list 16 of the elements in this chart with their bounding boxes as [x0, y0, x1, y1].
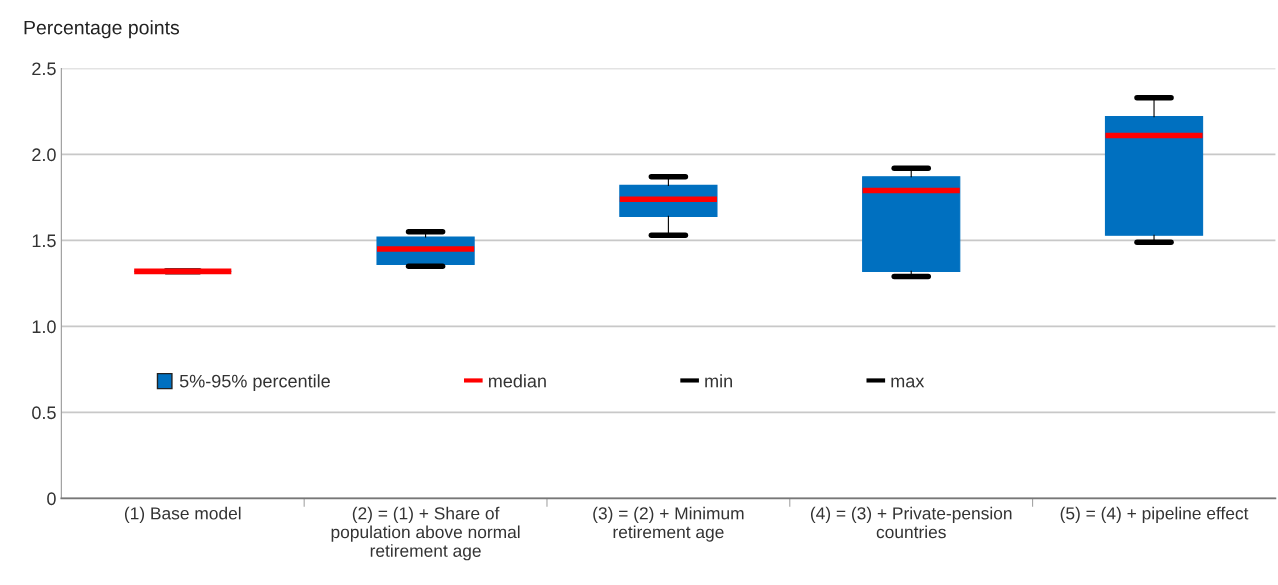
x-tick-label: (2) = (1) + Share of population above normal retirement age — [331, 506, 520, 561]
x-tick-label: (1) Base model — [124, 506, 241, 523]
y-tick-label: 0.5 — [32, 406, 56, 420]
legend-label: 5%-95% percentile — [179, 374, 330, 392]
y-tick-label: 2.0 — [32, 148, 56, 162]
y-tick-label: 2.5 — [32, 62, 56, 76]
annotation: max — [891, 377, 925, 388]
y-tick-label: 1.0 — [32, 320, 56, 334]
y-tick-label: 1.5 — [32, 234, 56, 248]
y-axis-title: Percentage points — [24, 20, 180, 39]
annotation: median — [488, 374, 546, 388]
annotation: min — [705, 374, 732, 388]
x-tick-label: (5) = (4) + pipeline effect — [1060, 506, 1249, 523]
x-tick-label: (3) = (2) + Minimum retirement age — [593, 506, 744, 542]
x-tick-label: (4) = (3) + Private-pension countries — [810, 506, 1012, 539]
y-tick-label: 0 — [47, 492, 56, 506]
